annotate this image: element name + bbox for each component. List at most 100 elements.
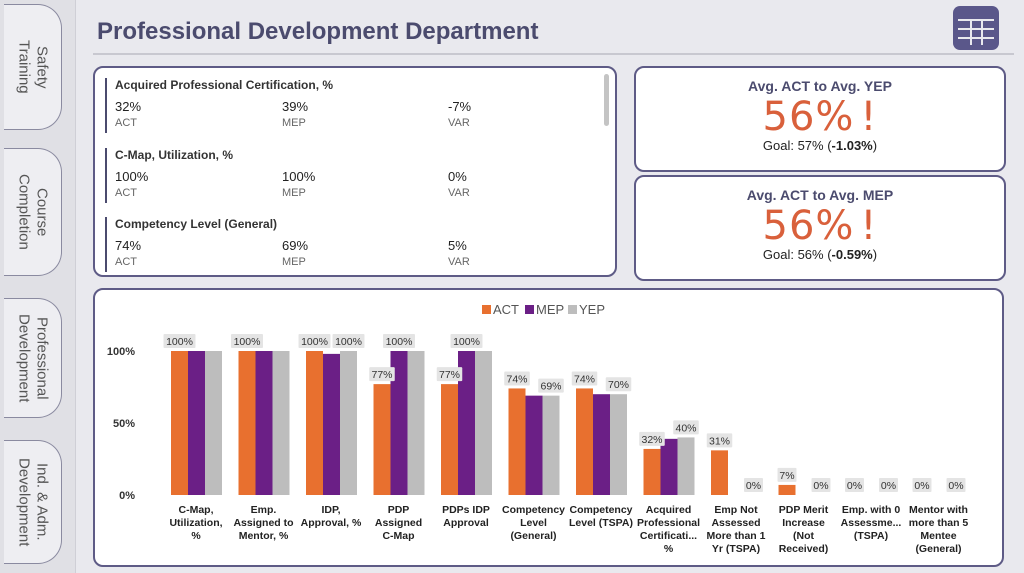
kpi-goal-suffix: )	[872, 138, 878, 153]
data-label-bg	[369, 367, 395, 382]
data-label-bg	[777, 467, 797, 482]
y-tick-label: 100%	[107, 346, 135, 358]
kpi-goal-delta: -1.03%	[831, 138, 873, 153]
kpi-goal-suffix: )	[872, 247, 878, 262]
data-label: 70%	[608, 379, 629, 391]
legend-label: YEP	[579, 302, 605, 317]
kpi-item: Acquired Professional Certification, % 3…	[105, 78, 600, 133]
act-value: 100%	[115, 169, 149, 184]
tab-label: Course Completion	[15, 174, 51, 250]
bar-yep	[475, 351, 492, 495]
data-label-bg	[538, 378, 564, 393]
data-label: 0%	[881, 480, 896, 492]
x-tick-label: Acquired Professional Certificati...%	[637, 504, 700, 555]
kpi-goal-label: Goal: 57% (	[762, 138, 832, 153]
x-tick-label: PDP Assigned C-Map	[375, 504, 422, 542]
data-label: 77%	[371, 369, 392, 381]
page-title: Professional Development Department	[97, 18, 539, 45]
kpi-goal-delta: -0.59%	[831, 247, 873, 262]
data-label: 0%	[914, 480, 929, 492]
data-label: 100%	[386, 336, 413, 348]
data-label-bg	[332, 334, 365, 348]
tab-professional-development[interactable]: Professional Development	[4, 298, 62, 418]
alert-icon: !	[860, 94, 878, 140]
bar-mep	[323, 353, 340, 495]
bar-mep	[593, 394, 610, 495]
data-label-bg	[298, 334, 331, 348]
tab-safety-training[interactable]: Safety Training	[4, 4, 62, 130]
bar-mep	[390, 351, 408, 495]
data-label: 74%	[506, 373, 527, 385]
var-label: VAR	[448, 117, 470, 129]
mep-value: 100%	[282, 169, 316, 184]
data-label-bg	[673, 420, 699, 435]
data-label: 100%	[234, 336, 261, 348]
kpi-name: Acquired Professional Certification, %	[115, 78, 334, 92]
data-label-bg	[504, 371, 530, 386]
data-label: 69%	[540, 381, 561, 393]
data-label-bg	[639, 431, 665, 446]
data-label-bg	[845, 478, 864, 492]
data-label-bg	[706, 433, 733, 448]
y-tick-label: 0%	[119, 490, 135, 502]
bar-mep	[458, 351, 475, 495]
data-label: 74%	[574, 373, 595, 385]
bar-act	[508, 388, 526, 495]
table-grid-icon[interactable]	[953, 6, 999, 50]
data-label: 77%	[439, 369, 460, 381]
bar-chart: ACT MEP YEP 0% 50% 100% 100% C-Map, Utilization,…	[107, 302, 969, 555]
data-label-bg	[912, 478, 932, 492]
kpi-name: C-Map, Utilization, %	[115, 148, 233, 162]
act-label: ACT	[115, 187, 137, 199]
legend-swatch	[568, 305, 577, 314]
y-tick-label: 50%	[113, 418, 135, 430]
kpi-item: C-Map, Utilization, % 100% ACT 100% MEP 0%…	[105, 148, 600, 203]
data-label: 32%	[641, 434, 662, 446]
data-label: 0%	[847, 480, 862, 492]
data-label-bg	[811, 478, 831, 492]
mep-label: MEP	[282, 256, 306, 268]
var-value: -7%	[448, 99, 472, 114]
x-tick-label: Competency Level (TSPA)	[569, 504, 633, 529]
data-label-bg	[571, 371, 598, 386]
bar-mep	[188, 351, 205, 495]
var-value: 5%	[448, 238, 467, 253]
bar-act	[238, 351, 256, 495]
bar-act	[711, 450, 728, 495]
kpi-list-card[interactable]: Acquired Professional Certification, % 3…	[93, 66, 617, 277]
bar-act	[778, 484, 796, 495]
kpi-name: Competency Level (General)	[115, 217, 278, 231]
data-label-bg	[605, 377, 632, 392]
x-tick-label: Mentor with more than 5 Mentee (General)	[909, 504, 969, 555]
data-label-bg	[231, 334, 263, 348]
legend-swatch	[482, 305, 491, 314]
x-tick-label: Competency Level (General)	[502, 504, 565, 542]
data-label: 31%	[709, 435, 730, 447]
legend-label: ACT	[493, 302, 519, 317]
var-label: VAR	[448, 256, 470, 268]
x-tick-label: Emp Not Assessed More than 1 Yr (TSPA)	[707, 504, 766, 555]
bar-mep	[525, 395, 543, 495]
var-value: 0%	[448, 169, 467, 184]
kpi-card-title: Avg. ACT to Avg. MEP	[746, 187, 894, 203]
data-label: 7%	[779, 470, 794, 482]
tab-label: Safety Training	[15, 40, 51, 94]
data-label-bg	[450, 334, 483, 348]
data-label-bg	[744, 478, 763, 492]
data-label: 100%	[453, 336, 480, 348]
title-divider	[93, 53, 1014, 55]
mep-value: 39%	[282, 99, 309, 114]
data-label: 0%	[813, 480, 828, 492]
tab-ind-adm-development[interactable]: Ind. & Adm. Development	[4, 440, 62, 564]
data-label: 100%	[301, 336, 328, 348]
data-label: 40%	[675, 422, 696, 434]
kpi-card-title: Avg. ACT to Avg. YEP	[748, 78, 892, 94]
tab-label: Professional Development	[15, 313, 51, 403]
kpi-card-value: 56%	[762, 94, 855, 140]
data-label-bg	[436, 367, 463, 382]
x-tick-label: Emp. Assigned to Mentor, %	[233, 504, 293, 542]
data-label-bg	[946, 478, 966, 492]
tab-course-completion[interactable]: Course Completion	[4, 148, 62, 276]
scrollbar[interactable]	[604, 74, 609, 126]
act-value: 74%	[115, 238, 142, 253]
